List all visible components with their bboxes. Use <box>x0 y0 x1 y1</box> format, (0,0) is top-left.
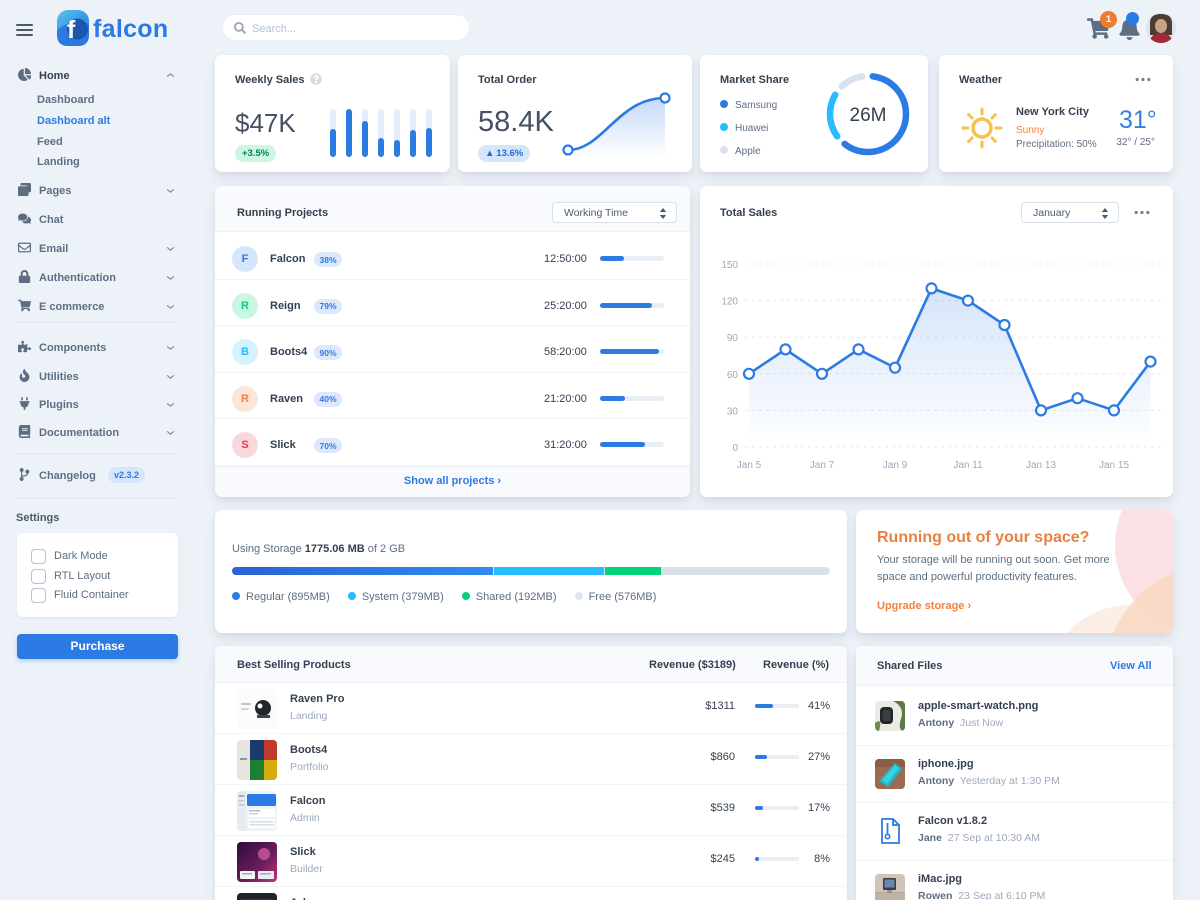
svg-text:0: 0 <box>732 443 738 454</box>
svg-text:150: 150 <box>721 260 738 271</box>
svg-text:26M: 26M <box>850 105 887 126</box>
svg-text:Jan 9: Jan 9 <box>883 460 908 471</box>
svg-text:Jan 11: Jan 11 <box>953 460 983 471</box>
svg-text:90: 90 <box>727 333 739 344</box>
svg-text:Jan 5: Jan 5 <box>737 460 762 471</box>
svg-text:f: f <box>67 16 76 44</box>
svg-text:30: 30 <box>727 406 739 417</box>
svg-text:120: 120 <box>721 297 738 308</box>
svg-text:Jan 15: Jan 15 <box>1099 460 1129 471</box>
svg-text:Jan 13: Jan 13 <box>1026 460 1056 471</box>
svg-text:60: 60 <box>727 370 739 381</box>
svg-text:Jan 7: Jan 7 <box>810 460 835 471</box>
